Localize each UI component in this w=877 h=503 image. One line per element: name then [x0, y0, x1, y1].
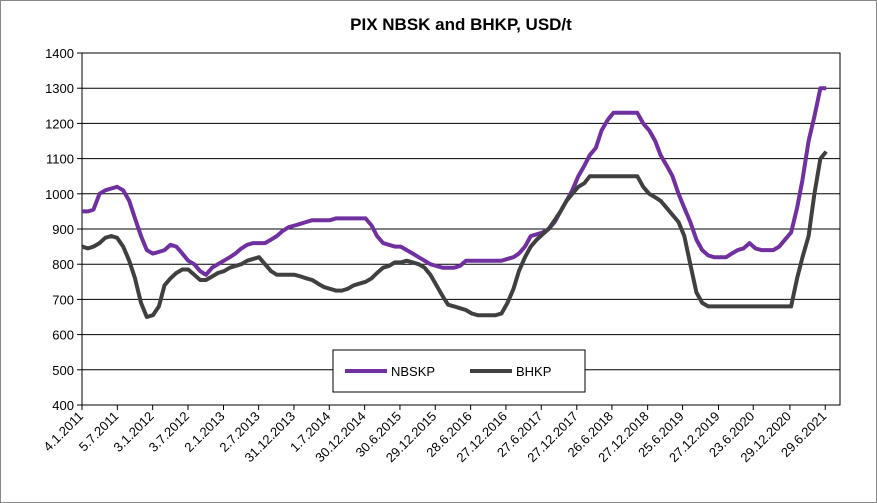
series-line [81, 150, 828, 319]
plot-border [81, 52, 841, 406]
chart-title: PIX NBSK and BHKP, USD/t [350, 15, 572, 34]
y-tick-label: 1000 [45, 187, 74, 202]
legend-label: BHKP [516, 364, 551, 379]
legend-label: NBSKP [391, 364, 435, 379]
y-tick-label: 1200 [45, 116, 74, 131]
y-tick-label: 500 [52, 363, 74, 378]
y-tick-label: 1100 [46, 152, 74, 167]
y-tick-label: 400 [52, 398, 74, 413]
y-tick-label: 700 [52, 292, 74, 307]
y-tick-label: 1400 [45, 46, 74, 61]
y-tick-label: 800 [52, 257, 74, 272]
y-tick-label: 600 [52, 328, 74, 343]
y-tick-label: 1300 [45, 81, 74, 96]
series-line [82, 86, 827, 277]
y-tick-label: 900 [52, 222, 74, 237]
